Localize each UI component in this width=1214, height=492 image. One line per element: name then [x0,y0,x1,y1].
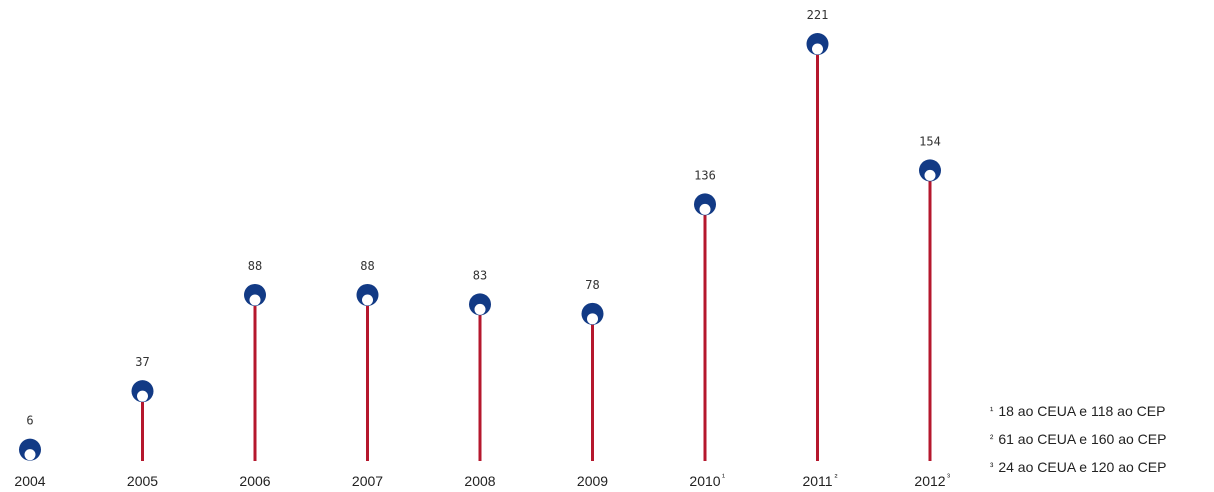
data-label: 37 [135,355,149,369]
data-label: 83 [473,268,487,282]
data-label: 88 [360,259,374,273]
x-tick-label: 2005 [127,473,158,489]
data-label: 78 [585,278,599,292]
x-tick-footnote-mark: ² [835,472,838,482]
lollipop-marker-highlight [249,294,261,306]
footnote-text: 61 ao CEUA e 160 ao CEP [998,431,1167,447]
lollipop-marker-highlight [699,203,711,215]
footnote-mark: ¹ [990,406,994,417]
data-label: 136 [694,168,716,182]
data-label: 6 [26,414,33,428]
footnote-mark: ² [990,434,994,445]
footnotes: ¹ 18 ao CEUA e 118 ao CEP ² 61 ao CEUA e 1… [990,400,1214,484]
data-label: 88 [248,259,262,273]
lollipop-marker-highlight [474,303,486,315]
x-tick-label: 2006 [239,473,270,489]
lollipop-marker-highlight [24,449,36,461]
x-tick-label: 2010 [689,473,720,489]
x-tick-footnote-mark: ¹ [722,472,725,482]
data-label: 221 [807,8,829,22]
x-tick-label: 2009 [577,473,608,489]
footnote-mark: ³ [990,462,994,473]
lollipop-marker-highlight [587,313,598,325]
lollipop-marker-highlight [137,390,148,402]
lollipop-marker-highlight [362,294,373,306]
x-tick-label: 2011 [802,473,832,489]
footnote-3: ³ 24 ao CEUA e 120 ao CEP [990,456,1214,478]
footnote-text: 18 ao CEUA e 118 ao CEP [998,403,1166,419]
x-tick-label: 2008 [464,473,495,489]
data-label: 154 [919,134,941,148]
footnote-1: ¹ 18 ao CEUA e 118 ao CEP [990,400,1214,422]
x-tick-label: 2012 [914,473,945,489]
x-tick-footnote-mark: ³ [947,472,950,482]
lollipop-marker-highlight [924,169,936,181]
x-tick-label: 2004 [14,473,45,489]
footnote-text: 24 ao CEUA e 120 ao CEP [998,459,1167,475]
x-tick-label: 2007 [352,473,383,489]
footnote-2: ² 61 ao CEUA e 160 ao CEP [990,428,1214,450]
lollipop-marker-highlight [812,43,823,55]
